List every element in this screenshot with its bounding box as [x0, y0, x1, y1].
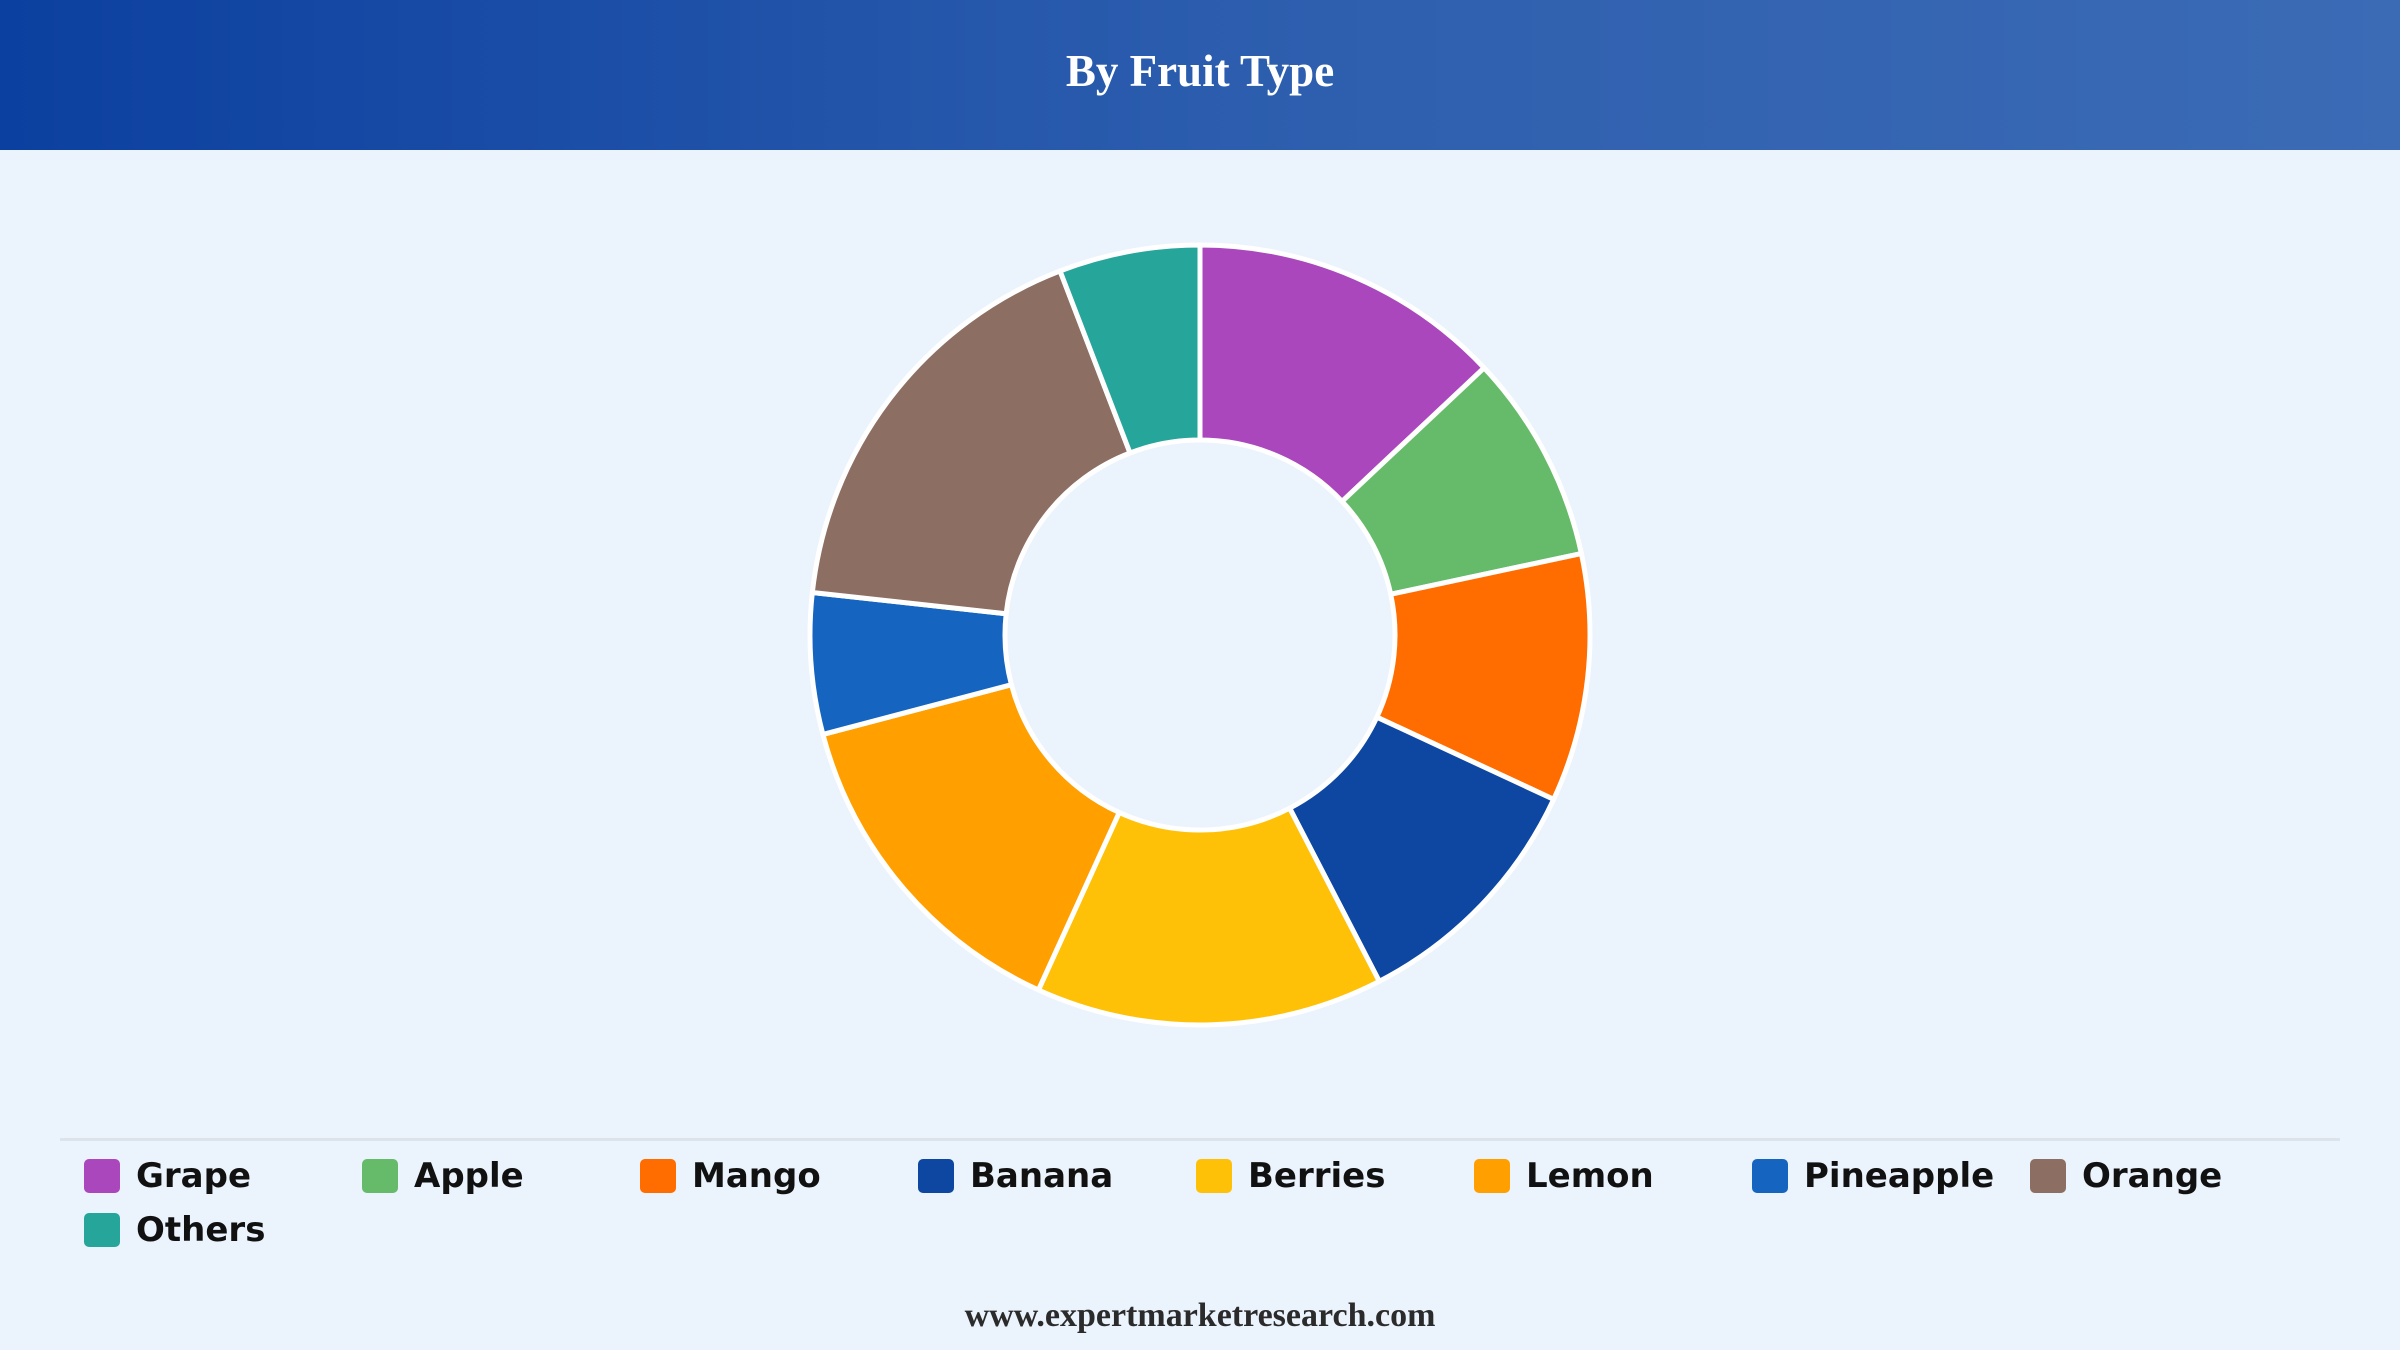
legend-swatch	[1196, 1159, 1232, 1193]
legend-label: Apple	[414, 1156, 524, 1196]
legend-label: Berries	[1248, 1156, 1386, 1196]
slice-orange	[809, 268, 1133, 617]
legend-label: Banana	[970, 1156, 1114, 1196]
slice-lemon	[820, 682, 1122, 993]
header-bar: By Fruit Type	[0, 0, 2400, 150]
legend-item-mango: Mango	[640, 1155, 821, 1197]
slice-grape	[1197, 242, 1487, 504]
legend-swatch	[84, 1213, 120, 1247]
legend-item-pineapple: Pineapple	[1752, 1155, 1994, 1197]
legend-swatch	[1474, 1159, 1510, 1193]
page-title: By Fruit Type	[1065, 46, 1335, 96]
legend-item-apple: Apple	[362, 1155, 524, 1197]
legend-swatch	[362, 1159, 398, 1193]
legend-label: Grape	[136, 1156, 252, 1196]
legend-divider	[60, 1138, 2340, 1141]
legend-label: Pineapple	[1804, 1156, 1995, 1196]
slice-berries	[1035, 805, 1382, 1028]
legend-item-grape: Grape	[84, 1155, 251, 1197]
legend-swatch	[918, 1159, 954, 1193]
legend-label: Orange	[2082, 1156, 2223, 1196]
legend-item-others: Others	[84, 1209, 265, 1251]
legend-label: Lemon	[1526, 1156, 1654, 1196]
legend-item-berries: Berries	[1196, 1155, 1385, 1197]
legend-swatch	[640, 1159, 676, 1193]
chart-area	[0, 150, 2400, 1130]
legend-item-lemon: Lemon	[1474, 1155, 1654, 1197]
legend-swatch	[1752, 1159, 1788, 1193]
legend-swatch	[2030, 1159, 2066, 1193]
footer-url: www.expertmarketresearch.com	[964, 1297, 1436, 1334]
donut-chart	[807, 242, 1593, 1028]
legend-label: Mango	[692, 1156, 821, 1196]
slice-others	[1057, 242, 1203, 456]
legend-item-banana: Banana	[918, 1155, 1113, 1197]
slice-mango	[1374, 551, 1593, 802]
legend-swatch	[84, 1159, 120, 1193]
legend-item-orange: Orange	[2030, 1155, 2222, 1197]
legend-label: Others	[136, 1210, 266, 1250]
chart-legend: Grape Apple Mango Banana Berries Lemon Pineapp…	[84, 1155, 2364, 1265]
